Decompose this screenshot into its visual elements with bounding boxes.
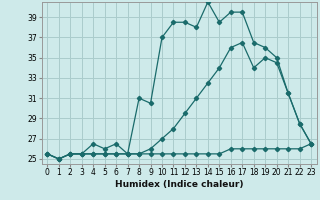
X-axis label: Humidex (Indice chaleur): Humidex (Indice chaleur): [115, 180, 244, 189]
